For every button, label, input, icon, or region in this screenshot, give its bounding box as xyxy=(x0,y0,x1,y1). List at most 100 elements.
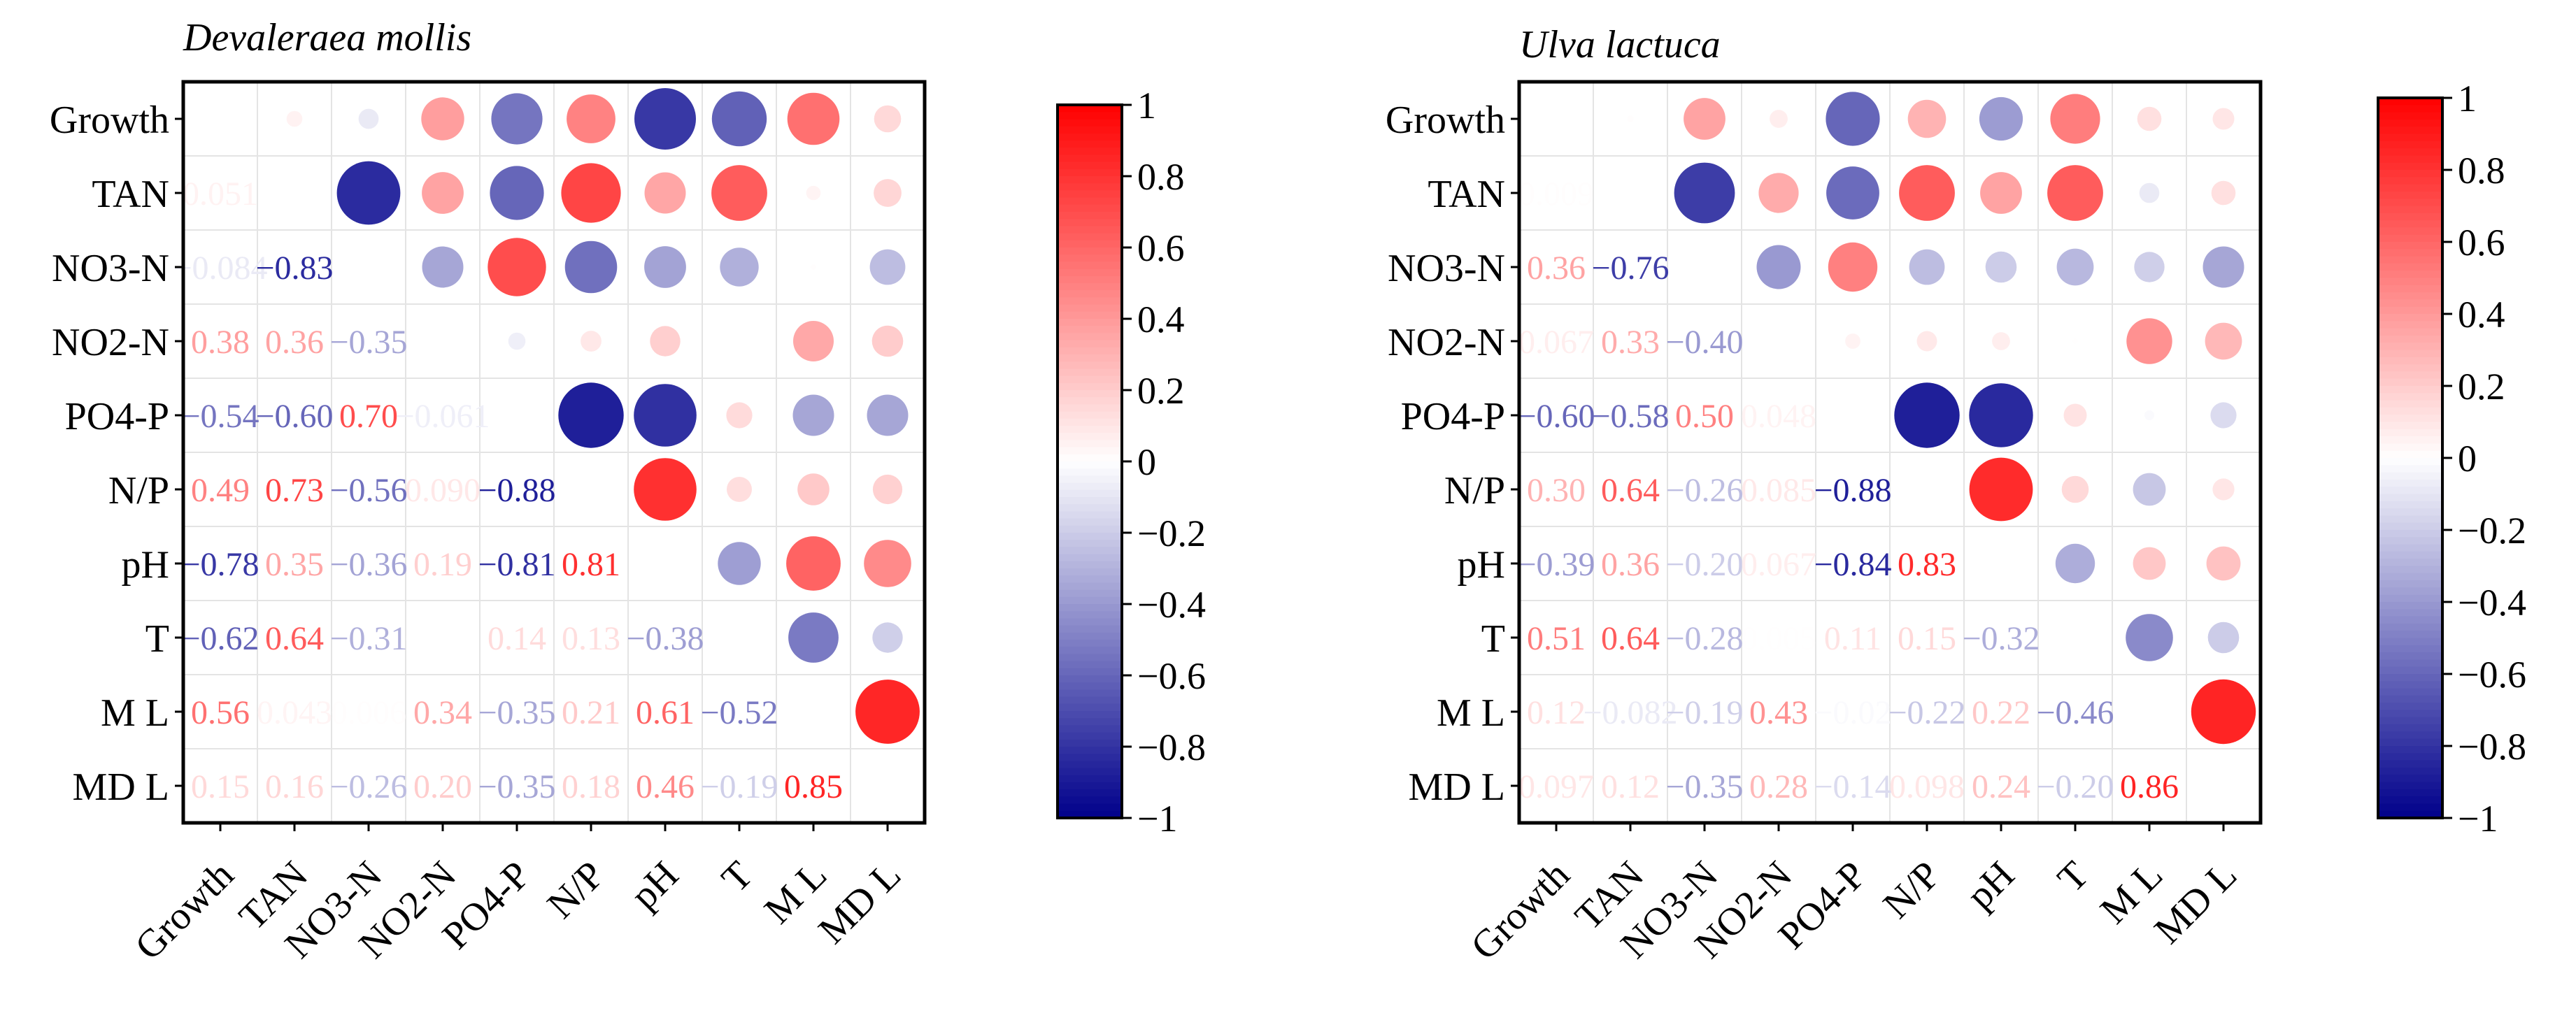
colorbar-segment xyxy=(1058,732,1122,740)
x-tick-label: N/P xyxy=(1875,853,1949,926)
colorbar-segment xyxy=(2378,494,2442,502)
colorbar-segment xyxy=(1058,768,1122,776)
colorbar-segment xyxy=(2378,206,2442,214)
corr-value-label: 0.009 xyxy=(1518,175,1594,213)
corr-value-label: 0.34 xyxy=(413,694,472,731)
corr-value-label: 0.35 xyxy=(265,546,324,583)
corr-circle xyxy=(644,246,686,288)
colorbar-segment xyxy=(1058,190,1122,199)
corr-value-label: 0.048 xyxy=(1741,398,1816,435)
colorbar-segment xyxy=(2378,371,2442,380)
colorbar-segment xyxy=(2378,746,2442,754)
corr-value-label: −0.14 xyxy=(1814,768,1891,805)
y-tick-label: M L xyxy=(101,691,169,735)
corr-circle xyxy=(711,91,767,147)
colorbar-tick-label: 0 xyxy=(2458,438,2477,480)
colorbar-segment xyxy=(2378,112,2442,120)
colorbar-segment xyxy=(2378,609,2442,617)
corr-value-label: 0.81 xyxy=(562,546,620,583)
corr-circle xyxy=(558,382,624,448)
colorbar-tick-label: −0.2 xyxy=(2458,510,2526,552)
colorbar-segment xyxy=(1058,682,1122,691)
corr-circle xyxy=(711,165,767,221)
colorbar-segment xyxy=(1058,782,1122,790)
colorbar-segment xyxy=(1058,533,1122,540)
corr-value-label: 0.28 xyxy=(1749,768,1808,805)
colorbar-segment xyxy=(1058,632,1122,640)
colorbar-segment xyxy=(2378,810,2442,819)
colorbar-segment xyxy=(1058,112,1122,120)
corr-circle xyxy=(336,161,401,225)
corr-value-label: 0.73 xyxy=(265,472,324,509)
colorbar-segment xyxy=(1058,354,1122,362)
colorbar-segment xyxy=(2378,378,2442,387)
corr-value-label: −0.84 xyxy=(1814,546,1891,583)
colorbar-segment xyxy=(2378,710,2442,718)
corr-circle xyxy=(1992,332,2010,350)
corr-value-label: 0.21 xyxy=(562,694,620,731)
corr-value-label: 0.64 xyxy=(1601,472,1660,509)
corr-value-label: −0.78 xyxy=(181,546,259,583)
corr-value-label: −0.22 xyxy=(1888,694,1965,731)
colorbar-segment xyxy=(1058,489,1122,498)
corr-value-label: 0.38 xyxy=(191,324,250,361)
x-tick-label: Growth xyxy=(1463,853,1578,968)
corr-circle xyxy=(581,331,602,352)
colorbar-segment xyxy=(1058,290,1122,299)
colorbar-segment xyxy=(2378,162,2442,171)
corr-circle xyxy=(422,172,464,214)
colorbar-segment xyxy=(2378,631,2442,639)
colorbar-segment xyxy=(2378,436,2442,445)
corr-circle xyxy=(2056,248,2094,286)
colorbar-segment xyxy=(1058,433,1122,441)
colorbar-tick-label: −0.6 xyxy=(2458,654,2526,696)
colorbar-segment xyxy=(2378,566,2442,574)
corr-circle xyxy=(1826,166,1879,220)
chart-title: Devaleraea mollis xyxy=(183,16,471,59)
colorbar-segment xyxy=(1058,404,1122,412)
colorbar-segment xyxy=(1058,511,1122,519)
corr-value-label: 0.64 xyxy=(265,620,324,657)
colorbar-segment xyxy=(1058,596,1122,605)
colorbar-segment xyxy=(2378,530,2442,538)
colorbar-segment xyxy=(2378,594,2442,603)
corr-value-label: 0.097 xyxy=(1518,768,1594,805)
corr-circle xyxy=(869,249,906,285)
corr-circle xyxy=(422,246,464,288)
colorbar-segment xyxy=(2378,271,2442,279)
corr-value-label: 0.13 xyxy=(562,620,620,657)
corr-value-label: 0.11 xyxy=(1824,620,1881,657)
corr-circle xyxy=(1826,92,1880,146)
corr-value-label: −0.19 xyxy=(700,768,778,805)
colorbar-tick-label: 0.4 xyxy=(1137,299,1185,340)
y-tick-label: pH xyxy=(1458,543,1505,587)
corr-circle xyxy=(2063,403,2087,427)
colorbar-segment xyxy=(2378,364,2442,373)
corr-value-label: 0.56 xyxy=(191,694,250,731)
corr-value-label: 0.30 xyxy=(1527,472,1586,509)
corr-value-label: −0.02 xyxy=(1814,694,1891,731)
colorbar-segment xyxy=(1058,347,1122,355)
corr-circle xyxy=(871,325,904,357)
corr-value-label: −0.32 xyxy=(1962,620,2040,657)
corr-circle xyxy=(872,474,903,505)
colorbar-segment xyxy=(1058,197,1122,206)
colorbar-segment xyxy=(2378,738,2442,747)
colorbar-segment xyxy=(2378,386,2442,394)
corr-circle xyxy=(787,92,840,145)
colorbar-segment xyxy=(1058,219,1122,227)
colorbar-segment xyxy=(1058,333,1122,341)
corr-circle xyxy=(508,332,526,350)
corr-circle xyxy=(358,108,379,129)
y-tick-label: MD L xyxy=(1409,766,1505,809)
y-tick-label: TAN xyxy=(92,173,169,216)
plot-frame xyxy=(181,80,927,825)
colorbar-segment xyxy=(2378,753,2442,761)
colorbar-segment xyxy=(2378,803,2442,812)
corr-value-label: 0.50 xyxy=(1675,398,1734,435)
colorbar-segment xyxy=(2378,105,2442,113)
colorbar-segment xyxy=(2378,127,2442,135)
colorbar-segment xyxy=(2378,522,2442,531)
colorbar-segment xyxy=(1058,796,1122,805)
colorbar-segment xyxy=(1058,411,1122,419)
